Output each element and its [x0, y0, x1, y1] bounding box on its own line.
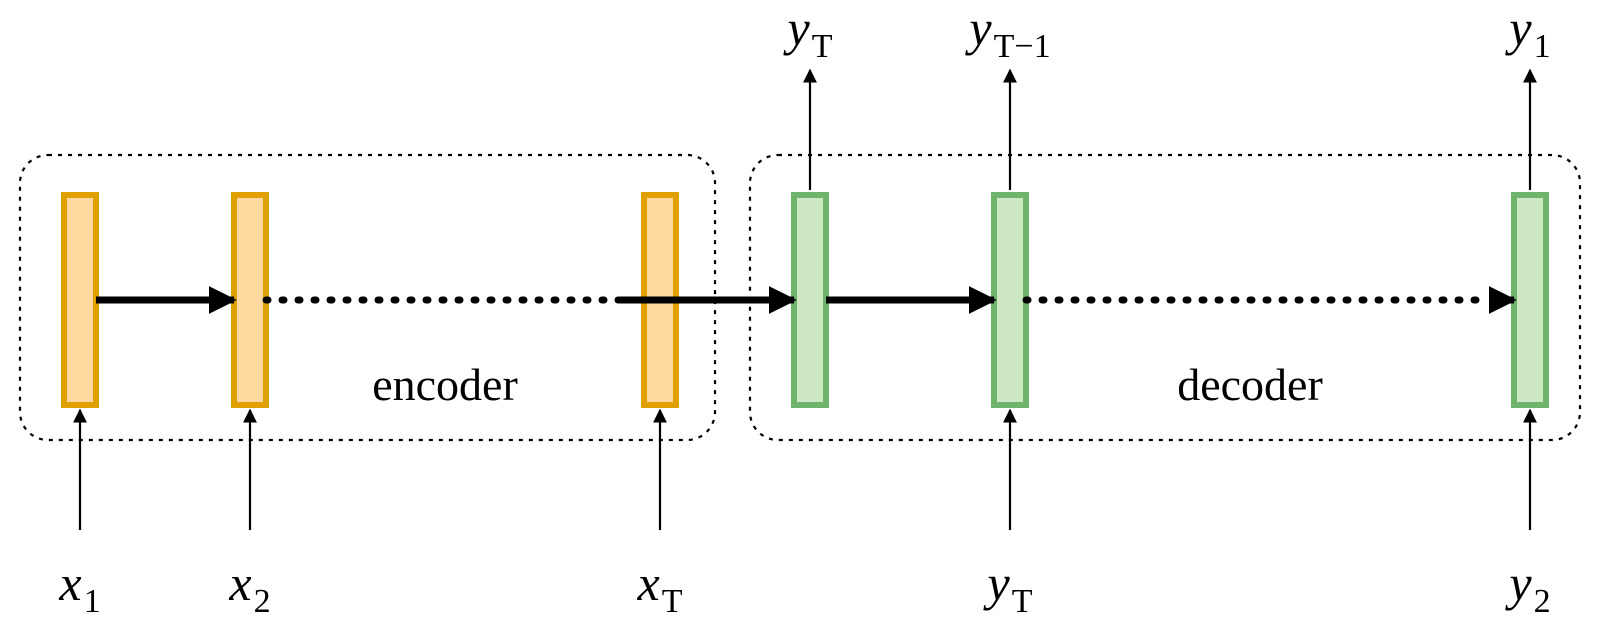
decoder-cell-1: [994, 195, 1026, 405]
encoder-cell-0: [64, 195, 96, 405]
encoder-label: encoder: [372, 359, 518, 410]
decoder-output-label-1: yT−1: [964, 0, 1050, 65]
decoder-cell-2: [1514, 195, 1546, 405]
decoder-input-label-0: yT: [983, 555, 1033, 620]
seq2seq-diagram: x1 x2 xT yT y2 yT yT−1 y1 encoder decoder: [0, 0, 1611, 625]
encoder-input-label-2: xT: [637, 555, 683, 620]
decoder-label: decoder: [1177, 359, 1323, 410]
encoder-input-label-1: x2: [228, 555, 270, 620]
decoder-cell-0: [794, 195, 826, 405]
encoder-cell-1: [234, 195, 266, 405]
encoder-input-label-0: x1: [58, 555, 100, 620]
decoder-output-label-0: yT: [783, 0, 833, 65]
decoder-output-label-2: y1: [1504, 0, 1550, 65]
decoder-input-label-1: y2: [1504, 555, 1550, 620]
